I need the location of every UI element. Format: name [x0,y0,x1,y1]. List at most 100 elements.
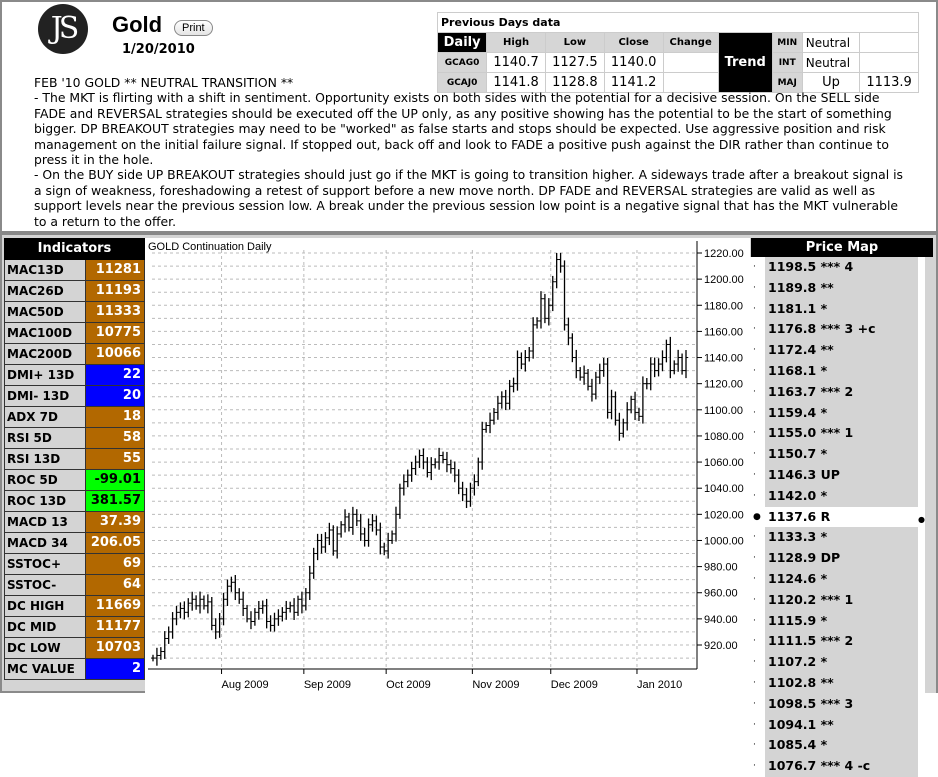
row-spacer [918,527,925,549]
y-tick-label: 1080.00 [704,431,744,443]
indicator-label: MAC100D [4,323,86,343]
price-level-row: · 1150.7 * [750,444,936,465]
price-level-row: · 1181.1 * [750,298,936,320]
indicator-label: ROC 5D [4,470,86,490]
price-level: 1172.4 ** [765,340,918,361]
y-tick-label: 920.00 [704,640,738,652]
price-level-row: · 1120.2 *** 1 [750,589,936,611]
trend-int-value: Neutral [801,52,861,73]
close-value: 1141.2 [603,72,664,93]
price-level: 1094.1 ** [765,714,918,736]
indicator-label: SSTOC+ [4,554,86,574]
row-spacer [918,464,925,486]
row-spacer [918,548,925,569]
indicator-row: MAC13D 11281 [4,260,145,281]
indicator-row: DC MID 11177 [4,617,145,638]
price-level: 1085.4 * [765,735,918,757]
indicator-value: 58 [86,428,145,448]
row-spacer [918,360,925,382]
indicator-row: DC HIGH 11669 [4,596,145,617]
price-map-panel: Price Map · 1198.5 *** 4 · 1189.8 ** · 1181.1… [750,238,936,777]
row-spacer [918,381,925,403]
dot-marker: · [750,319,765,341]
price-level-row: · 1102.8 ** [750,672,936,694]
indicator-label: MACD 34 [4,533,86,553]
js-logo: JS [38,4,88,54]
indicators-title: Indicators [4,238,145,260]
dot-marker: · [750,589,765,611]
indicator-value: -99.01 [86,470,145,490]
price-level: 1189.8 ** [765,277,918,299]
dot-marker: · [750,652,765,673]
indicator-row: MACD 13 37.39 [4,512,145,533]
trend-min-value: Neutral [801,32,861,53]
chart-svg: GOLD Continuation Daily 920.00 940.00 960.0… [145,238,750,693]
indicator-row: DMI+ 13D 22 [4,365,145,386]
row-spacer [918,568,925,590]
y-tick-label: 1140.00 [704,353,743,365]
indicator-value: 10703 [86,638,145,658]
indicator-label: DMI+ 13D [4,365,86,385]
price-level-row: · 1198.5 *** 4 [750,257,936,278]
price-level: 1133.3 * [765,527,918,549]
x-tick-label: Dec 2009 [551,679,598,691]
price-level-row: · 1098.5 *** 3 [750,693,936,715]
col-change: Change [662,32,719,53]
symbol: GCAJ0 [436,72,488,93]
indicator-row: ROC 13D 381.57 [4,491,145,512]
indicator-label: RSI 13D [4,449,86,469]
print-button[interactable]: Print [174,20,213,36]
indicator-row: MAC100D 10775 [4,323,145,344]
price-level: 1176.8 *** 3 +c [765,319,918,341]
indicator-value: 10775 [86,323,145,343]
y-tick-label: 1100.00 [704,405,743,417]
dot-marker: · [750,756,765,777]
price-level: 1098.5 *** 3 [765,693,918,715]
row-spacer [918,714,925,736]
high-value: 1140.7 [486,52,546,73]
price-level-row: · 1111.5 *** 2 [750,631,936,653]
dot-marker: · [750,464,765,486]
dot-marker: · [750,402,765,424]
trend-int-extra [859,52,919,73]
indicator-value: 11177 [86,617,145,637]
dot-marker: · [750,340,765,361]
price-level-row: · 1094.1 ** [750,714,936,736]
price-level: 1107.2 * [765,652,918,673]
indicator-row: SSTOC+ 69 [4,554,145,575]
row-spacer [918,631,925,653]
y-tick-label: 980.00 [704,562,738,574]
y-tick-label: 1200.00 [704,274,744,286]
dot-marker: · [750,631,765,653]
dot-marker: · [750,360,765,382]
indicator-label: ADX 7D [4,407,86,427]
price-level-row: · 1142.0 * [750,485,936,507]
col-high: High [486,32,546,53]
previous-days-table: Previous Days data Daily High Low Close … [436,12,919,93]
indicator-label: DC MID [4,617,86,637]
price-level-row: · 1146.3 UP [750,464,936,486]
commentary-sell-side: - The MKT is flirting with a shift in se… [34,90,892,168]
indicator-label: MACD 13 [4,512,86,532]
dot-marker: · [750,485,765,507]
price-level-row: · 1124.6 * [750,568,936,590]
indicator-label: MC VALUE [4,659,86,679]
price-level: 1159.4 * [765,402,918,424]
indicator-value: 69 [86,554,145,574]
row-spacer [918,589,925,611]
row-spacer [918,423,925,445]
price-level: 1150.7 * [765,444,918,465]
price-level: 1198.5 *** 4 [765,257,918,278]
row-spacer [918,693,925,715]
page-title: Gold [112,12,163,37]
symbol: GCAG0 [436,52,488,73]
report-date: 1/20/2010 [122,42,195,57]
price-level: 1146.3 UP [765,464,918,486]
commentary-headline: FEB '10 GOLD ** NEUTRAL TRANSITION ** [34,75,294,90]
row-spacer [918,402,925,424]
indicator-label: DMI- 13D [4,386,86,406]
dot-marker: · [750,527,765,549]
y-tick-label: 1000.00 [704,535,744,547]
change-value [662,52,719,73]
dot-marker: · [750,444,765,465]
